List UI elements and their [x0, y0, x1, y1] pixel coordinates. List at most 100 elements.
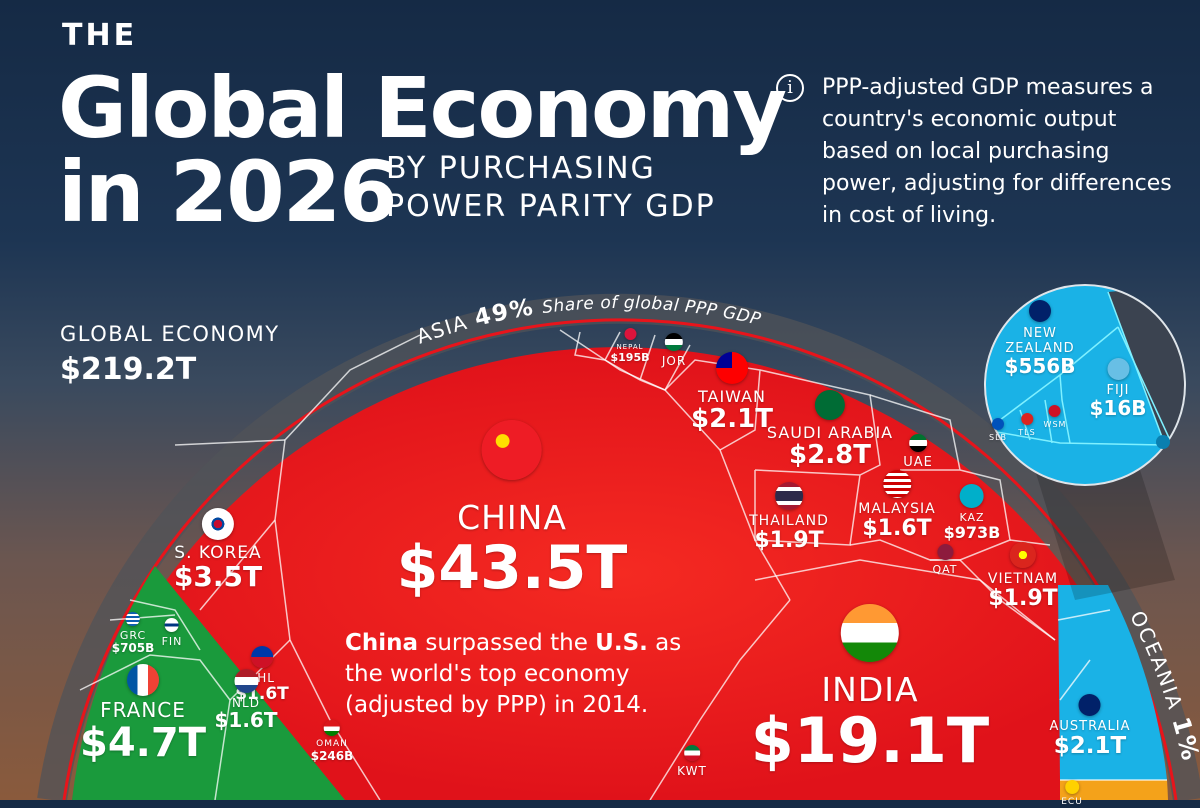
note-bold-china: China — [345, 630, 419, 656]
country-cell-kwt: KWT — [677, 745, 707, 778]
country-cell-taiwan: TAIWAN $2.1T — [691, 352, 773, 433]
note-text-2: as the world's top economy (adjusted by … — [345, 630, 682, 718]
grc-flag-icon — [125, 612, 140, 626]
subtitle-line-1: BY PURCHASING — [386, 151, 656, 186]
country-value: $2.1T — [1053, 733, 1127, 760]
oceania-region — [1058, 585, 1167, 780]
country-name: INDIA — [821, 670, 919, 709]
country-cell-thailand: THAILAND $1.9T — [749, 482, 829, 553]
s-korea-flag-icon — [202, 508, 234, 540]
country-cell-uae: UAE — [903, 434, 933, 470]
country-cell-india: INDIA $19.1T — [751, 604, 989, 775]
asia-region — [72, 347, 1168, 800]
fin-flag-icon — [165, 618, 179, 632]
country-cell-wsm: WSM — [1044, 405, 1067, 430]
country-cell-australia: AUSTRALIA $2.1T — [1050, 694, 1131, 759]
country-cell-china: CHINA $43.5T — [396, 420, 628, 603]
jor-flag-icon — [664, 333, 683, 351]
country-name: UAE — [903, 455, 933, 470]
country-value: $705B — [111, 640, 155, 655]
subtitle-line-2: POWER PARITY GDP — [386, 189, 716, 224]
country-value: $1.6T — [214, 707, 278, 732]
title-line-1: Global Economy — [58, 59, 787, 157]
country-value: $2.8T — [789, 440, 871, 471]
country-cell-new-zealand: NEW ZEALAND $556B — [995, 300, 1085, 378]
new-zealand-flag-icon — [1029, 300, 1051, 322]
americas-region — [1060, 780, 1168, 800]
kaz-flag-icon — [959, 484, 984, 508]
india-flag-icon — [841, 604, 899, 662]
country-name: FIJI — [1106, 383, 1130, 398]
country-cell-nld: NLD $1.6T — [215, 669, 278, 732]
country-value: $973B — [943, 522, 1001, 542]
country-cell-slb: SLB — [989, 418, 1007, 443]
kwt-flag-icon — [683, 745, 700, 761]
country-value: $43.5T — [396, 532, 628, 603]
thailand-flag-icon — [775, 482, 803, 510]
oman-flag-icon — [323, 720, 340, 736]
outer-ring — [37, 293, 1200, 800]
info-text: PPP-adjusted GDP measures a country's ec… — [822, 75, 1172, 228]
wsm-flag-icon — [1048, 405, 1061, 417]
slb-flag-icon — [992, 418, 1004, 430]
saudi-arabia-flag-icon — [814, 390, 845, 420]
country-cell-vietnam: VIETNAM $1.9T — [988, 542, 1058, 611]
country-cell-oman: OMAN $246B — [310, 720, 354, 763]
country-value: $246B — [310, 748, 354, 763]
country-cell-jor: JOR — [662, 333, 686, 368]
country-cell-fin: FIN — [162, 618, 183, 648]
country-name: WSM — [1043, 420, 1067, 429]
zoom-connector — [1035, 470, 1175, 600]
phl-flag-icon — [250, 646, 273, 668]
oceania-flag-small — [1156, 435, 1170, 449]
country-value: $1.9T — [988, 586, 1058, 612]
country-value: $16B — [1089, 396, 1147, 421]
france-flag-icon — [126, 664, 159, 696]
note-bold-us: U.S. — [595, 630, 648, 656]
vietnam-flag-icon — [1009, 542, 1036, 568]
country-name: QAT — [932, 563, 958, 576]
country-value: $4.7T — [80, 719, 206, 766]
country-cell-kaz: KAZ $973B — [943, 484, 1001, 542]
country-cell-nepal: NEPAL $195B — [611, 328, 650, 363]
nld-flag-icon — [234, 669, 258, 693]
country-cell-saudi-arabia: SAUDI ARABIA $2.8T — [767, 390, 893, 469]
country-name: MALAYSIA — [858, 501, 936, 517]
country-cell-france: FRANCE $4.7T — [80, 664, 206, 765]
country-name: KWT — [677, 764, 707, 778]
country-name: ECU — [1061, 797, 1083, 807]
asia-ring — [62, 318, 1178, 800]
subtitle: BY PURCHASING POWER PARITY GDP — [386, 150, 716, 226]
country-name: SAUDI ARABIA — [766, 423, 894, 442]
country-name: JOR — [661, 354, 687, 368]
country-name: OMAN — [316, 739, 348, 749]
country-name: S. KOREA — [174, 543, 262, 563]
title-pre: THE — [62, 18, 138, 53]
country-cell-grc: GRC $705B — [111, 612, 155, 655]
inset-border — [984, 284, 1186, 486]
country-cell-tls: TLS — [1018, 413, 1035, 438]
info-icon: i — [776, 74, 804, 102]
country-name: TAIWAN — [697, 387, 767, 406]
country-name: NEW ZEALAND — [1005, 326, 1075, 356]
global-economy-label: GLOBAL ECONOMY — [60, 322, 280, 346]
malaysia-flag-icon — [882, 470, 911, 498]
country-name: CHINA — [457, 498, 567, 537]
country-value: $2.1T — [691, 404, 773, 435]
country-name: FIN — [161, 635, 183, 648]
country-cell-ecu: ECU — [1061, 780, 1083, 808]
country-name: TLS — [1018, 428, 1036, 437]
country-cell-qat: QAT — [932, 544, 957, 576]
country-name: NLD — [232, 696, 260, 710]
country-name: AUSTRALIA — [1049, 719, 1131, 734]
china-flag-icon — [482, 420, 542, 480]
country-name: VIETNAM — [987, 571, 1059, 587]
europe-region — [72, 566, 345, 800]
country-name: NEPAL — [616, 343, 644, 351]
country-value: $1.9T — [754, 528, 824, 554]
title-line-2: in 2026 — [58, 143, 398, 241]
country-value: $1.6T — [862, 516, 932, 542]
china-note: China surpassed the U.S. as the world's … — [345, 628, 695, 721]
country-value: $3.5T — [173, 560, 263, 594]
